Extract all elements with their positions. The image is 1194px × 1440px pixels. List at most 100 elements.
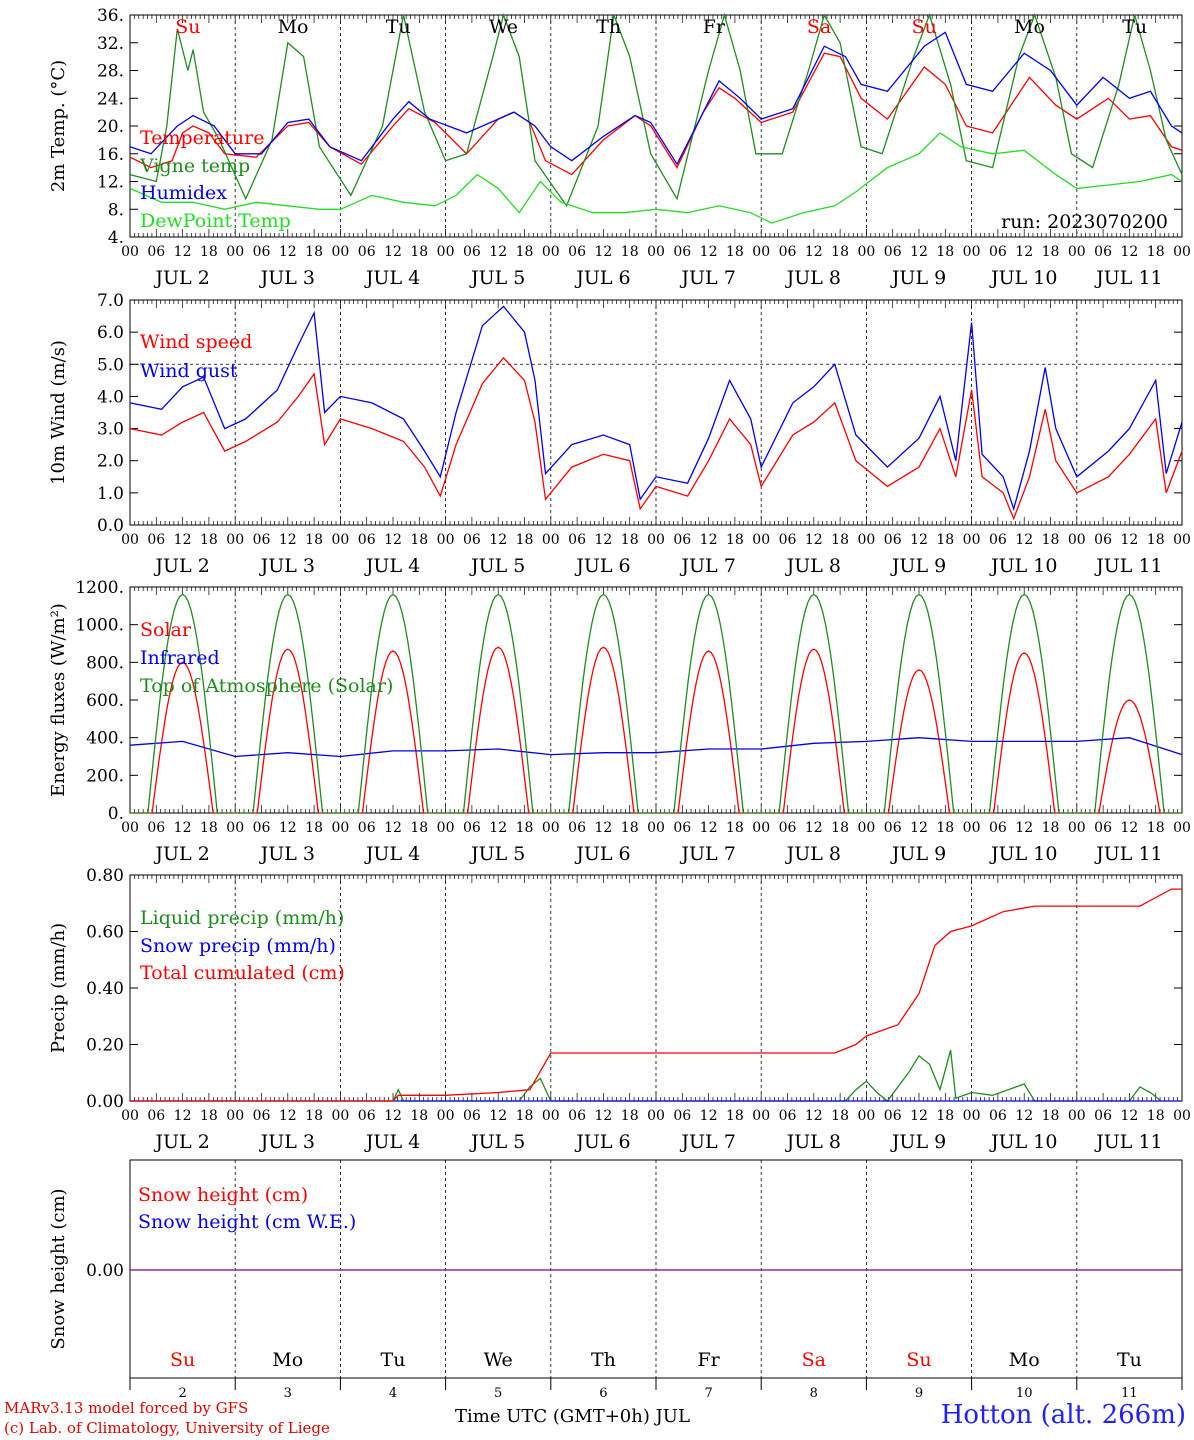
x-hour-label: 18	[305, 820, 323, 836]
x-hour-label: 00	[437, 1108, 455, 1124]
x-hour-label: 06	[779, 1108, 797, 1124]
x-date-label: JUL 7	[679, 267, 735, 289]
x-hour-label: 12	[805, 244, 823, 260]
x-hour-label: 18	[936, 244, 954, 260]
x-date-label: JUL 9	[890, 555, 946, 577]
x-hour-label: 00	[752, 244, 770, 260]
x-hour-label: 18	[516, 1108, 534, 1124]
x-hour-label: 00	[1173, 532, 1191, 548]
x-hour-label: 00	[1173, 244, 1191, 260]
x-date-label: JUL 6	[574, 267, 630, 289]
x-hour-label: 06	[884, 532, 902, 548]
day-label-bottom: We	[484, 1349, 513, 1371]
x-hour-label: 06	[1094, 1108, 1112, 1124]
day-label-top: Tu	[386, 16, 411, 38]
x-hour-label: 06	[673, 244, 691, 260]
x-hour-label: 06	[358, 244, 376, 260]
run-label: run: 2023070200	[1001, 211, 1168, 233]
x-hour-label: 12	[805, 820, 823, 836]
x-hour-label: 18	[1042, 1108, 1060, 1124]
x-hour-label: 00	[647, 244, 665, 260]
y-axis-label: 2m Temp. (°C)	[48, 60, 69, 192]
x-date-label: JUL 9	[890, 1131, 946, 1153]
x-hour-label: 06	[779, 532, 797, 548]
x-hour-label: 00	[226, 1108, 244, 1124]
day-label-bottom: Su	[170, 1349, 195, 1371]
day-label-top: Sa	[807, 16, 831, 38]
x-date-label: JUL 8	[785, 1131, 841, 1153]
y-tick-label: 16.	[97, 145, 124, 165]
day-label-bottom: Tu	[1117, 1349, 1142, 1371]
x-hour-label: 00	[963, 820, 981, 836]
legend-liquid-precip-mm-h-: Liquid precip (mm/h)	[140, 907, 344, 929]
x-hour-label: 18	[936, 532, 954, 548]
day-label-top: Mo	[278, 16, 309, 38]
series-line-humidex	[129, 31, 1183, 166]
x-date-label: JUL 11	[1094, 555, 1162, 577]
legend-snow-height-cm-: Snow height (cm)	[138, 1184, 308, 1206]
y-tick-label: 12.	[97, 173, 124, 193]
x-date-label: JUL 6	[574, 843, 630, 865]
x-hour-label: 18	[516, 532, 534, 548]
x-date-label: JUL 7	[679, 555, 735, 577]
y-tick-label: 0.20	[86, 1036, 124, 1056]
x-hour-label: 00	[226, 820, 244, 836]
x-hour-label: 00	[857, 820, 875, 836]
x-hour-label: 18	[936, 1108, 954, 1124]
x-hour-label: 06	[253, 244, 271, 260]
panel-3	[129, 586, 1183, 814]
x-date-label: JUL 3	[259, 267, 315, 289]
x-hour-label: 12	[910, 532, 928, 548]
y-tick-label: 0.40	[86, 979, 124, 999]
x-hour-label: 00	[542, 244, 560, 260]
y-tick-label: 8.	[108, 200, 124, 220]
x-hour-label: 12	[910, 820, 928, 836]
x-hour-label: 12	[384, 1108, 402, 1124]
x-hour-label: 00	[226, 244, 244, 260]
day-number: 2	[178, 1386, 186, 1401]
day-label-bottom: Mo	[272, 1349, 303, 1371]
x-date-label: JUL 5	[469, 267, 525, 289]
x-hour-label: 12	[489, 1108, 507, 1124]
y-tick-label: 1.0	[97, 484, 124, 504]
x-hour-label: 12	[1120, 532, 1138, 548]
x-date-label: JUL 4	[364, 267, 420, 289]
day-label-bottom: Su	[906, 1349, 931, 1371]
y-tick-label: 0.60	[86, 923, 124, 943]
y-tick-label: 4.0	[97, 387, 124, 407]
x-date-label: JUL 6	[574, 555, 630, 577]
y-tick-label: 3.0	[97, 420, 124, 440]
x-hour-label: 18	[726, 820, 744, 836]
day-label-bottom: Mo	[1009, 1349, 1040, 1371]
panel-2	[129, 299, 1183, 526]
x-hour-label: 12	[489, 244, 507, 260]
x-hour-label: 12	[700, 532, 718, 548]
x-hour-label: 18	[621, 532, 639, 548]
x-hour-label: 06	[147, 532, 165, 548]
x-hour-label: 18	[831, 244, 849, 260]
x-date-label: JUL 10	[989, 267, 1057, 289]
x-hour-label: 18	[410, 820, 428, 836]
x-hour-label: 06	[253, 820, 271, 836]
x-hour-label: 06	[253, 532, 271, 548]
x-hour-label: 00	[121, 1108, 139, 1124]
x-date-label: JUL 2	[153, 843, 209, 865]
x-hour-label: 06	[1094, 820, 1112, 836]
x-hour-label: 00	[331, 820, 349, 836]
x-hour-label: 06	[253, 1108, 271, 1124]
x-hour-label: 06	[358, 532, 376, 548]
x-hour-label: 00	[121, 820, 139, 836]
x-hour-label: 06	[1094, 532, 1112, 548]
y-tick-label: 4.	[108, 228, 124, 248]
x-hour-label: 00	[963, 1108, 981, 1124]
x-hour-label: 12	[174, 244, 192, 260]
y-tick-label: 24.	[97, 89, 124, 109]
x-hour-label: 00	[647, 1108, 665, 1124]
x-hour-label: 12	[594, 1108, 612, 1124]
x-date-label: JUL 10	[989, 843, 1057, 865]
x-hour-label: 00	[857, 1108, 875, 1124]
x-hour-label: 18	[936, 820, 954, 836]
x-hour-label: 06	[989, 820, 1007, 836]
x-hour-label: 18	[1147, 1108, 1165, 1124]
day-label-bottom: Tu	[381, 1349, 406, 1371]
